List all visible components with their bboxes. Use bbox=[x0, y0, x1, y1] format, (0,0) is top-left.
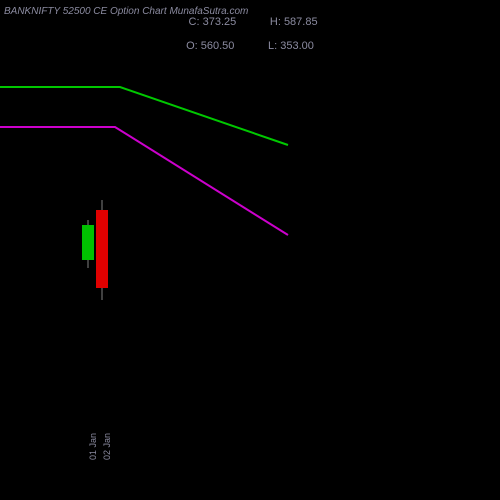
candle-chart bbox=[0, 0, 500, 500]
x-axis-label: 01 Jan bbox=[88, 433, 98, 460]
support-line bbox=[0, 127, 288, 235]
resistance-line bbox=[0, 87, 288, 145]
candlesticks bbox=[82, 200, 108, 300]
x-axis-label: 02 Jan bbox=[102, 433, 112, 460]
